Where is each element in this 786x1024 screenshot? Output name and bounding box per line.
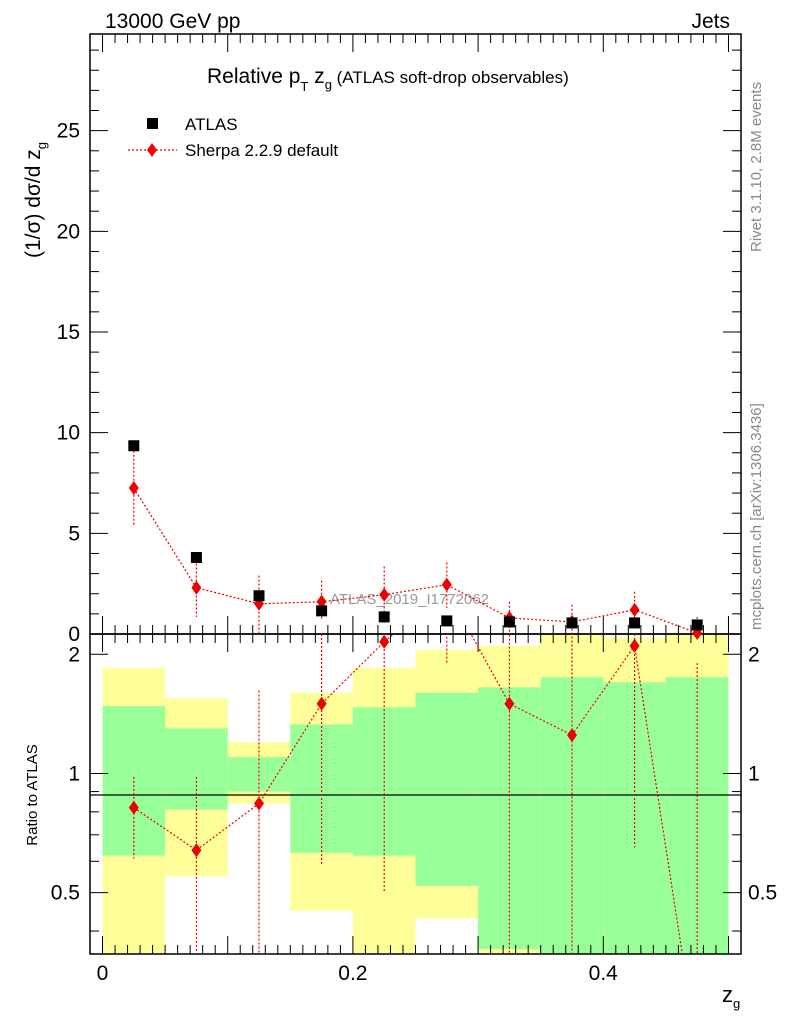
ratio-point (504, 696, 515, 711)
lower-tick-label-right: 1 (748, 762, 760, 785)
upper-tick-label: 10 (57, 422, 80, 445)
header-category: Jets (691, 10, 730, 33)
mcplots-label: mcplots.cern.ch [arXiv:1306.3436] (748, 403, 765, 630)
x-tick-label: 0.4 (589, 962, 619, 985)
upper-tick-label: 15 (57, 321, 80, 344)
band-inner-bin (540, 677, 604, 954)
chart-title: Relative pT zg (ATLAS soft-drop observab… (207, 65, 569, 94)
legend-atlas-marker (147, 118, 158, 129)
upper-y-axis-label: (1/σ) dσ/d zg (22, 142, 49, 258)
atlas-point (691, 619, 703, 631)
atlas-point (629, 617, 641, 629)
sherpa-point (128, 481, 139, 496)
upper-tick-label: 20 (57, 220, 80, 243)
sherpa-point (191, 580, 202, 595)
atlas-point (378, 611, 390, 623)
sherpa-point (629, 602, 640, 617)
legend: ATLAS Sherpa 2.2.9 default (128, 115, 338, 160)
legend-sherpa-marker (147, 143, 157, 157)
rivet-label: Rivet 3.1.10, 2.8M events (748, 82, 765, 252)
atlas-point (253, 590, 265, 602)
ratio-point (254, 796, 265, 811)
ratio-point (128, 800, 139, 815)
x-axis-label: zg (722, 982, 740, 1011)
atlas-point (566, 617, 578, 629)
band-inner-bin (165, 728, 228, 810)
atlas-point (503, 616, 515, 628)
atlas-point (128, 440, 140, 452)
legend-sherpa-label: Sherpa 2.2.9 default (185, 141, 338, 160)
atlas-point (441, 615, 453, 627)
ratio-series (128, 634, 698, 954)
lower-tick-label-right: 0.5 (748, 882, 777, 905)
band-inner-bin (227, 757, 291, 792)
analysis-watermark: ATLAS_2019_I1772062 (330, 591, 489, 608)
ratio-point (316, 696, 327, 711)
ratio-panel-data (128, 634, 698, 954)
ratio-point (191, 843, 202, 858)
lower-y-axis-label: Ratio to ATLAS (24, 744, 41, 845)
x-tick-label: 0 (97, 962, 109, 985)
lower-tick-label-left: 0.5 (51, 882, 80, 905)
ratio-point (629, 638, 640, 653)
upper-tick-label: 5 (68, 522, 80, 545)
ratio-point (566, 728, 577, 743)
sherpa-point (379, 587, 390, 602)
band-inner-bin (415, 692, 479, 886)
upper-tick-label: 25 (57, 120, 80, 143)
atlas-point (316, 605, 328, 617)
header-energy: 13000 GeV pp (105, 10, 240, 33)
lower-tick-label-left: 2 (68, 643, 80, 666)
sherpa-line (133, 487, 698, 634)
upper-tick-label: 0 (68, 623, 80, 646)
legend-atlas-label: ATLAS (185, 115, 238, 134)
sherpa-point (441, 577, 452, 592)
ratio-point (379, 634, 390, 649)
sherpa-point (316, 594, 327, 609)
upper-panel-data (128, 440, 703, 640)
atlas-point (190, 551, 202, 563)
band-inner-bin (478, 687, 541, 950)
x-tick-label: 0.2 (338, 962, 367, 985)
lower-tick-label-right: 2 (748, 643, 760, 666)
lower-tick-label-left: 1 (68, 762, 80, 785)
